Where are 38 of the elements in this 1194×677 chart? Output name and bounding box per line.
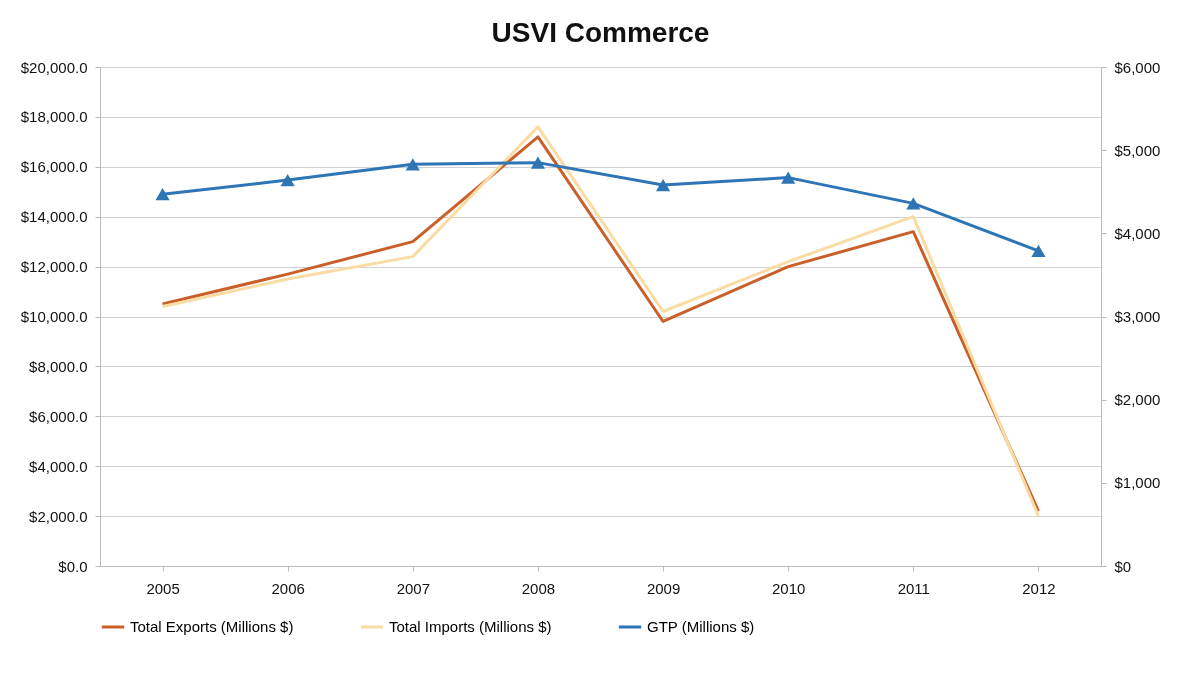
- y2-tick-label: $0: [1114, 557, 1132, 575]
- y-tick-label: $16,000.0: [20, 158, 88, 176]
- y-tick-label: $20,000.0: [20, 58, 88, 76]
- point: [155, 188, 170, 201]
- x-tick-label: 2010: [772, 579, 806, 597]
- y2-tick-label: $6,000: [1114, 58, 1161, 76]
- y2-tick-label: $5,000: [1114, 141, 1161, 159]
- x-tick-label: 2007: [396, 579, 430, 597]
- x-tick-label: 2009: [646, 579, 681, 597]
- legend-label: Total Exports (Millions $): [130, 618, 294, 635]
- y2-tick-label: $1,000: [1114, 474, 1161, 492]
- y-tick-label: $6,000.0: [29, 407, 88, 425]
- point: [906, 197, 921, 210]
- point: [405, 158, 420, 171]
- y2-tick-label: $2,000: [1114, 391, 1161, 409]
- point: [530, 156, 546, 169]
- point: [781, 171, 796, 184]
- x-tick-label: 2005: [146, 579, 180, 597]
- chart-title: USVI Commerce: [491, 17, 710, 48]
- y-tick-label: $18,000.0: [20, 108, 88, 126]
- y2-tick-label: $3,000: [1114, 308, 1161, 325]
- point: [280, 173, 295, 187]
- y-tick-label: $8,000.0: [29, 357, 88, 375]
- y-tick-label: $0.0: [58, 557, 88, 575]
- x-tick-label: 2006: [271, 579, 305, 597]
- legend-label: Total Imports (Millions $): [389, 618, 552, 635]
- y-tick-label: $4,000.0: [29, 457, 88, 475]
- x-tick-label: 2008: [521, 579, 556, 597]
- legend-label: GTP (Millions $): [647, 618, 755, 635]
- y-tick-label: $12,000.0: [20, 258, 88, 276]
- point: [655, 178, 671, 192]
- x-tick-label: 2011: [897, 579, 930, 597]
- y2-tick-label: $4,000: [1114, 224, 1161, 242]
- point: [1031, 244, 1046, 257]
- y-tick-label: $14,000.0: [20, 208, 88, 226]
- x-tick-label: 2012: [1022, 579, 1056, 597]
- y-tick-label: $2,000.0: [29, 507, 88, 525]
- y-tick-label: $10,000.0: [20, 308, 88, 325]
